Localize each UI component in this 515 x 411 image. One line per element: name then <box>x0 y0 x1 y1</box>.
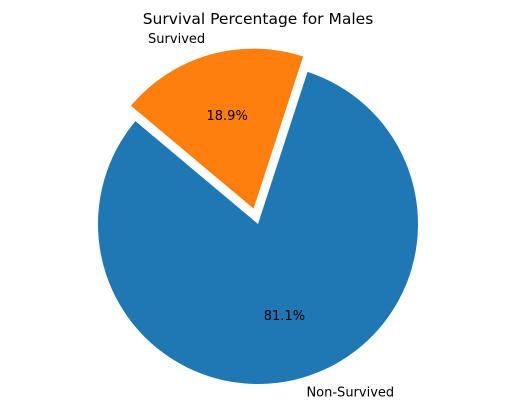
slice-percentage-survived: 18.9% <box>207 109 248 124</box>
chart-title: Survival Percentage for Males <box>143 10 374 28</box>
pie-slices: 81.1% Non-Survived 18.9% Survived <box>98 32 419 401</box>
slice-label-non-survived: Non-Survived <box>306 386 394 401</box>
slice-percentage-non-survived: 81.1% <box>264 309 305 324</box>
slice-label-survived: Survived <box>148 32 205 47</box>
pie-slice-non-survived <box>98 71 419 384</box>
pie-slice-survived <box>131 48 304 209</box>
